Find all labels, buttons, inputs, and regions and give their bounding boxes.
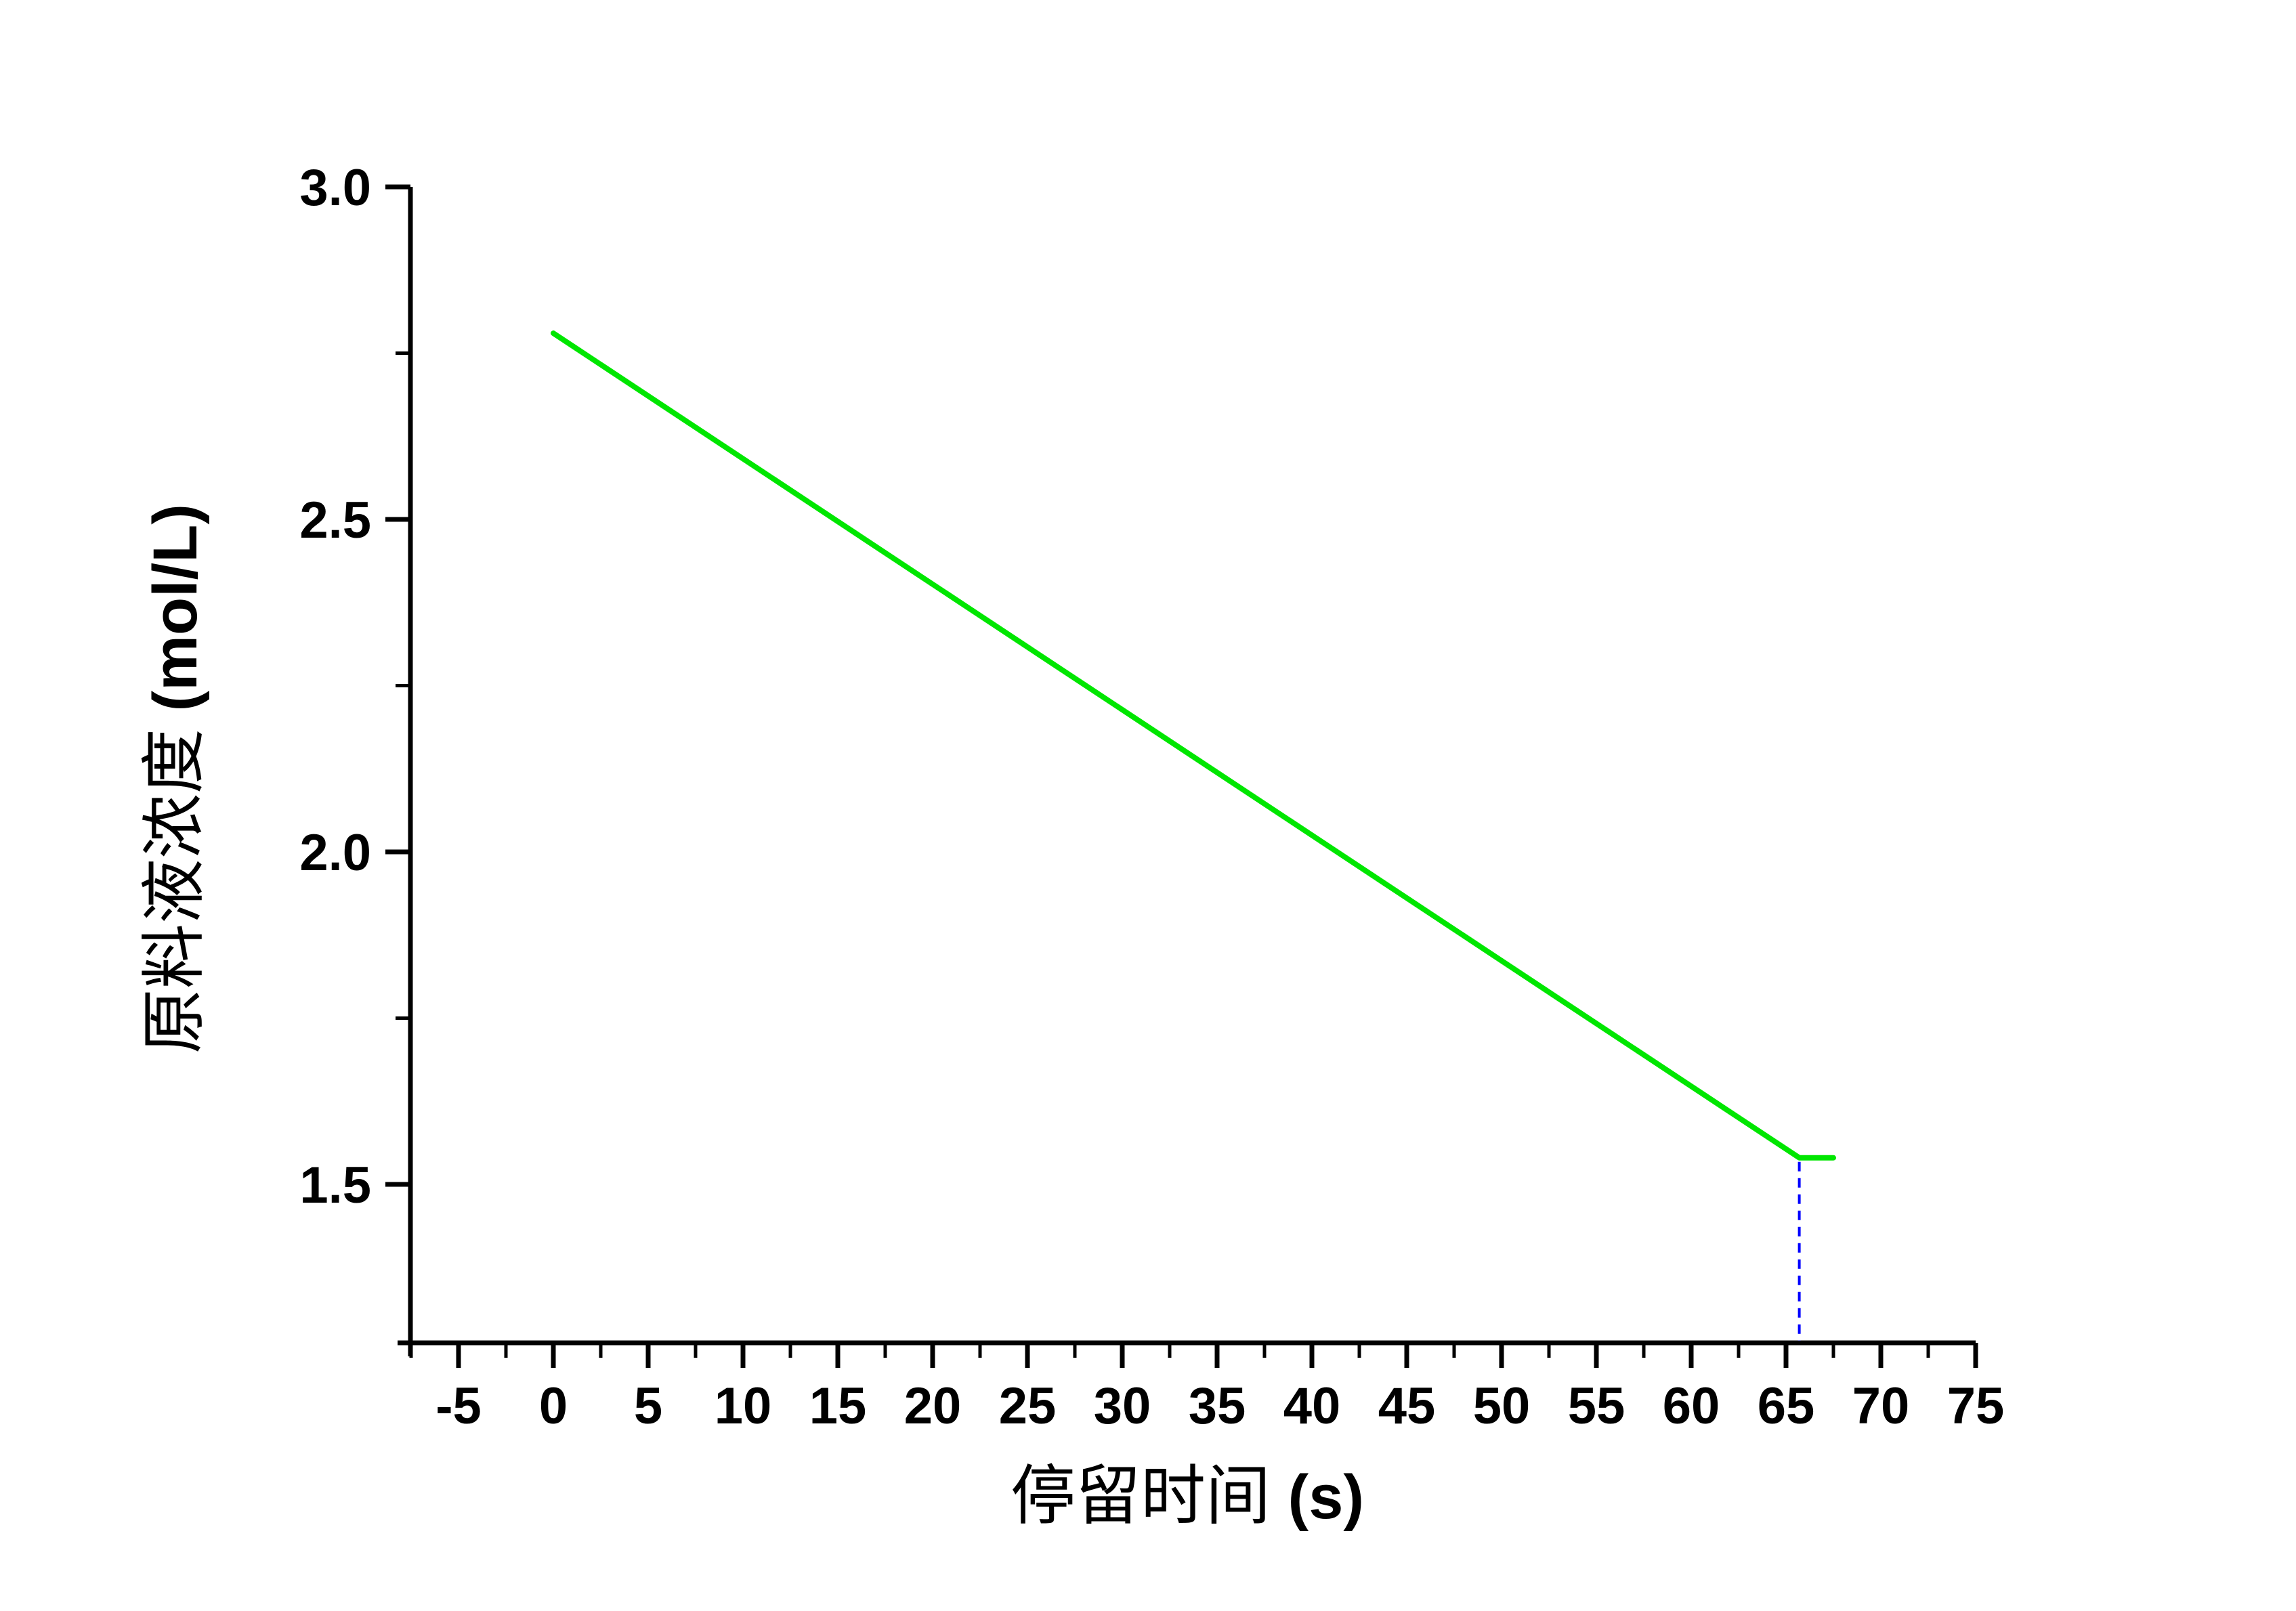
x-tick-label: 65 xyxy=(1758,1377,1815,1435)
x-tick-label: 0 xyxy=(539,1377,568,1435)
x-tick-label: 75 xyxy=(1947,1377,2005,1435)
x-tick-label: 15 xyxy=(809,1377,867,1435)
x-tick-label: 55 xyxy=(1568,1377,1625,1435)
y-axis-title: 原料液浓度 (mol/L) xyxy=(138,503,228,1054)
x-tick-label: 25 xyxy=(999,1377,1057,1435)
x-tick-label: 70 xyxy=(1852,1377,1910,1435)
series-group xyxy=(551,330,1836,1161)
x-tick-label: 40 xyxy=(1283,1377,1341,1435)
x-tick-label: 30 xyxy=(1094,1377,1151,1435)
y-tick-label: 2.0 xyxy=(299,824,371,882)
feed-concentration-line xyxy=(551,330,1836,1161)
y-axis-title-zh: 原料液浓度 xyxy=(138,729,211,1054)
y-tick-label: 1.5 xyxy=(299,1157,371,1214)
y-tick-label: 3.0 xyxy=(299,159,371,217)
x-tick-label: -5 xyxy=(435,1377,482,1435)
x-axis-title-zh: 停留时间 xyxy=(1011,1460,1271,1532)
y-axis-title-unit: (mol/L) xyxy=(141,503,210,729)
x-tick-label: 10 xyxy=(715,1377,772,1435)
x-tick-label: 20 xyxy=(904,1377,962,1435)
tick-label-group: -5 0 5 10 15 20 25 30 35 40 45 50 55 60 65 70 75 3.0 2.5 2.… xyxy=(299,159,2004,1435)
x-tick-label: 50 xyxy=(1473,1377,1531,1435)
x-tick-label: 5 xyxy=(634,1377,662,1435)
x-axis-title: 停留时间 (s) xyxy=(398,1463,1976,1549)
x-tick-label: 45 xyxy=(1378,1377,1436,1435)
axes-group xyxy=(385,184,1978,1368)
x-tick-label: 35 xyxy=(1189,1377,1246,1435)
x-axis-title-unit: (s) xyxy=(1271,1463,1364,1532)
x-tick-label: 60 xyxy=(1663,1377,1720,1435)
y-tick-label: 2.5 xyxy=(299,492,371,549)
